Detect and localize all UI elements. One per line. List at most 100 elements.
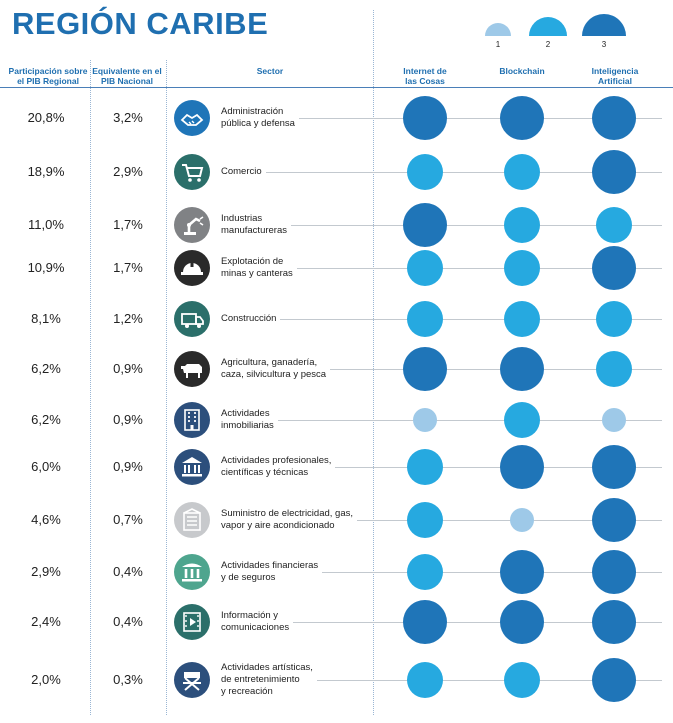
page-title: REGIÓN CARIBE xyxy=(12,6,269,41)
regional-share: 11,0% xyxy=(28,217,64,232)
sector-label: Actividades profesionales, científicas y… xyxy=(221,455,336,479)
building-icon xyxy=(174,402,210,438)
column-divider xyxy=(373,10,374,715)
row-guide-line xyxy=(265,520,662,521)
level-dot-blockchain xyxy=(504,301,540,337)
row-guide-line xyxy=(265,319,662,320)
regional-share: 10,9% xyxy=(27,260,65,275)
legend-level-1-shape xyxy=(485,23,511,36)
regional-share: 6,2% xyxy=(31,412,61,427)
legend-level-3-label: 3 xyxy=(601,40,607,49)
column-divider xyxy=(90,60,91,715)
level-dot-blockchain xyxy=(500,550,544,594)
regional-share: 18,9% xyxy=(27,164,65,179)
legend-level-1-label: 1 xyxy=(495,40,501,49)
level-dot-iot xyxy=(407,250,443,286)
regional-share: 2,9% xyxy=(31,564,61,579)
level-dot-ai xyxy=(592,498,636,542)
national-share: 1,2% xyxy=(113,311,143,326)
row-guide-line xyxy=(265,467,662,468)
national-share: 3,2% xyxy=(113,110,143,125)
sector-label: Explotación de minas y canteras xyxy=(221,256,297,280)
level-dot-ai xyxy=(602,408,626,432)
handshake-icon xyxy=(174,100,210,136)
level-dot-ai xyxy=(592,600,636,644)
regional-share: 2,0% xyxy=(31,672,61,687)
level-dot-blockchain xyxy=(504,207,540,243)
header-ai: Inteligencia Artificial xyxy=(591,66,639,86)
header-divider xyxy=(0,87,673,88)
level-dot-blockchain xyxy=(500,600,544,644)
level-dot-blockchain xyxy=(500,347,544,391)
level-dot-ai xyxy=(596,301,632,337)
row-guide-line xyxy=(265,369,662,370)
cow-icon xyxy=(174,351,210,387)
level-dot-blockchain xyxy=(500,96,544,140)
legend-level-3-shape xyxy=(582,14,626,36)
header-sector: Sector xyxy=(256,66,284,76)
utility-building-icon xyxy=(174,502,210,538)
sector-label: Industrias manufactureras xyxy=(221,213,292,237)
national-share: 1,7% xyxy=(113,260,143,275)
national-share: 0,7% xyxy=(113,512,143,527)
level-dot-ai xyxy=(592,150,636,194)
national-share: 0,9% xyxy=(113,459,143,474)
robot-arm-icon xyxy=(174,207,210,243)
legend-level-2-shape xyxy=(529,17,567,36)
level-dot-blockchain xyxy=(504,402,540,438)
level-dot-iot xyxy=(407,449,443,485)
row-guide-line xyxy=(265,172,662,173)
national-share: 0,9% xyxy=(113,361,143,376)
level-dot-blockchain xyxy=(510,508,534,532)
level-dot-iot xyxy=(403,203,447,247)
row-guide-line xyxy=(265,225,662,226)
national-share: 2,9% xyxy=(113,164,143,179)
sector-label: Suministro de electricidad, gas, vapor y… xyxy=(221,508,358,532)
header-iot: Internet de las Cosas xyxy=(403,66,447,86)
level-dot-blockchain xyxy=(504,662,540,698)
level-dot-blockchain xyxy=(500,445,544,489)
shopping-cart-icon xyxy=(174,154,210,190)
level-dot-iot xyxy=(403,347,447,391)
hard-hat-icon xyxy=(174,250,210,286)
sector-label: Administración pública y defensa xyxy=(221,106,299,130)
columns-bank-icon xyxy=(174,554,210,590)
row-guide-line xyxy=(265,268,662,269)
sector-label: Comercio xyxy=(221,166,266,178)
row-guide-line xyxy=(265,118,662,119)
level-dot-iot xyxy=(407,662,443,698)
national-share: 1,7% xyxy=(113,217,143,232)
level-dot-blockchain xyxy=(504,250,540,286)
institution-icon xyxy=(174,449,210,485)
header-regional: Participación sobre el PIB Regional xyxy=(8,66,88,86)
directors-chair-icon xyxy=(174,662,210,698)
regional-share: 6,2% xyxy=(31,361,61,376)
truck-icon xyxy=(174,301,210,337)
sector-label: Actividades financieras y de seguros xyxy=(221,560,323,584)
level-dot-blockchain xyxy=(504,154,540,190)
level-dot-ai xyxy=(592,96,636,140)
level-dot-iot xyxy=(407,154,443,190)
legend-level-2-label: 2 xyxy=(545,40,551,49)
row-guide-line xyxy=(265,680,662,681)
level-dot-iot xyxy=(407,301,443,337)
sector-label: Construcción xyxy=(221,313,281,325)
national-share: 0,3% xyxy=(113,672,143,687)
level-dot-ai xyxy=(596,207,632,243)
row-guide-line xyxy=(265,420,662,421)
regional-share: 20,8% xyxy=(27,110,65,125)
level-dot-ai xyxy=(592,246,636,290)
regional-share: 6,0% xyxy=(31,459,61,474)
level-dot-iot xyxy=(403,96,447,140)
sector-label: Actividades inmobiliarias xyxy=(221,408,278,432)
level-dot-ai xyxy=(596,351,632,387)
national-share: 0,4% xyxy=(113,564,143,579)
level-dot-ai xyxy=(592,445,636,489)
level-dot-iot xyxy=(413,408,437,432)
column-divider xyxy=(166,60,167,715)
regional-share: 4,6% xyxy=(31,512,61,527)
regional-share: 2,4% xyxy=(31,614,61,629)
level-dot-ai xyxy=(592,658,636,702)
national-share: 0,9% xyxy=(113,412,143,427)
row-guide-line xyxy=(265,622,662,623)
